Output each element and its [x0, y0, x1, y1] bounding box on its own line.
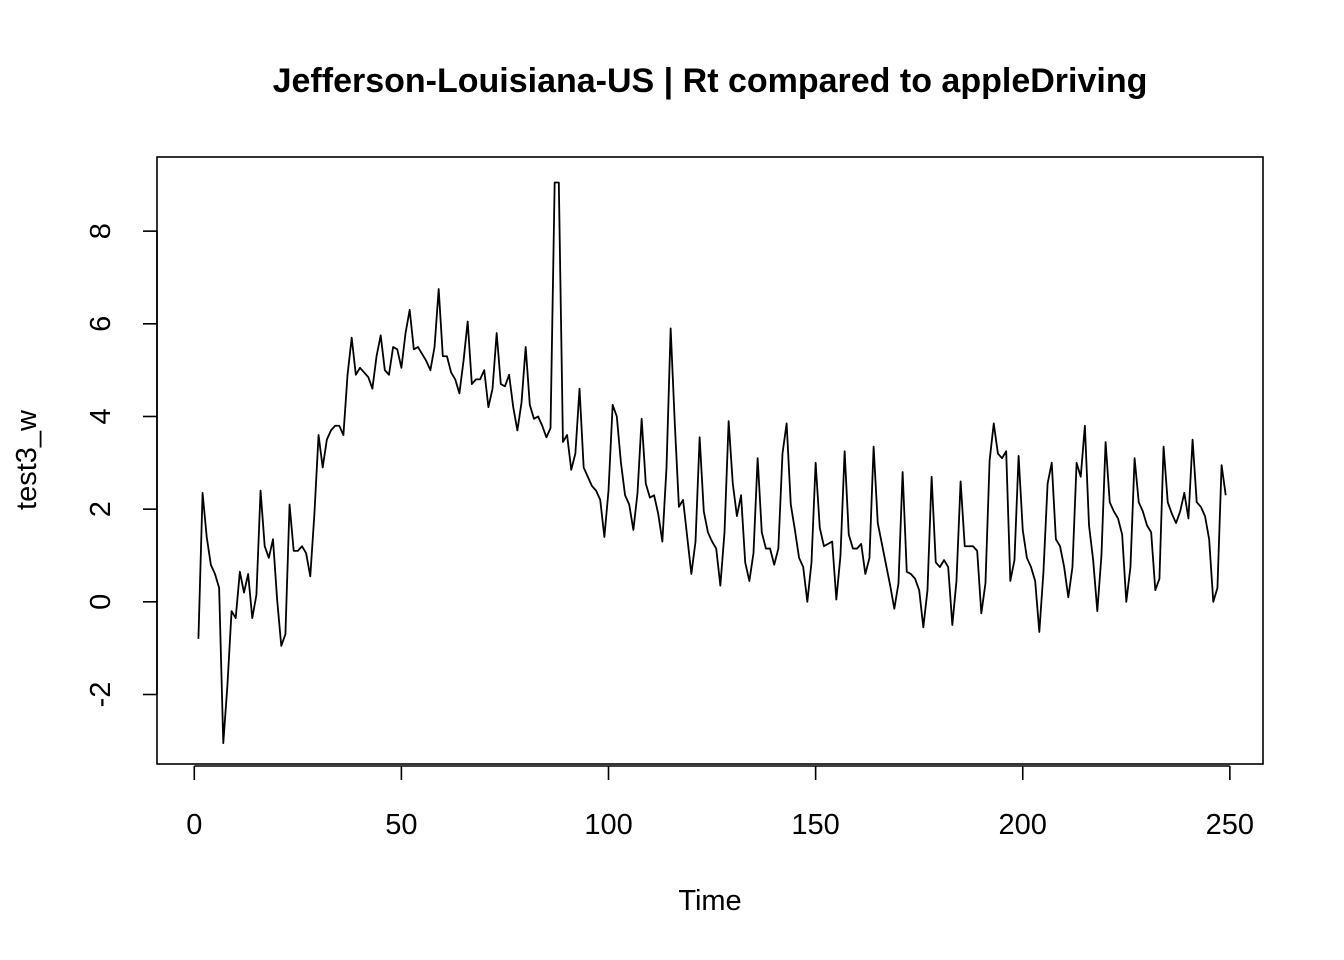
x-tick-label: 100 — [584, 809, 632, 841]
x-tick-label: 0 — [186, 809, 202, 841]
y-tick-label: 6 — [85, 316, 117, 332]
y-tick-label: -2 — [85, 682, 117, 708]
y-tick-label: 2 — [85, 501, 117, 517]
y-axis: -2 0 2 4 6 8 — [85, 223, 158, 708]
x-tick-label: 50 — [385, 809, 417, 841]
x-tick-label: 200 — [999, 809, 1047, 841]
y-axis-label: test3_w — [11, 409, 43, 510]
y-tick-label: 4 — [85, 408, 117, 424]
x-tick-label: 250 — [1206, 809, 1254, 841]
x-axis: 0 50 100 150 200 250 — [186, 765, 1254, 841]
series-line — [197, 181, 1227, 745]
x-axis-label: Time — [678, 885, 741, 917]
y-tick-label: 8 — [85, 223, 117, 239]
chart-title: Jefferson-Louisiana-US | Rt compared to … — [273, 62, 1148, 100]
x-tick-label: 150 — [791, 809, 839, 841]
y-tick-label: 0 — [85, 594, 117, 610]
